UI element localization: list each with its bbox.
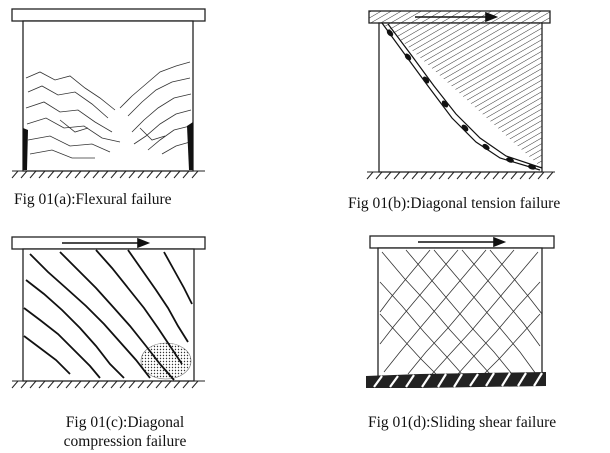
ground-hatch-tick [56,170,64,179]
ground-hatch-tick [65,170,73,179]
ground-hatch-tick [438,171,446,180]
figure-b-diagonal-tension-failure: Fig 01(b):Diagonal tension failure [300,0,610,225]
ground-hatch [11,170,205,179]
ground-hatch-tick [11,170,19,179]
ground-hatch-tick [492,171,500,180]
caption-c-line-1: Fig 01(c):Diagonal [65,414,185,431]
figure-d-sliding-shear-failure: Fig 01(d):Sliding shear failure [300,228,610,453]
ground-hatch-tick [119,380,127,389]
wall-panel [377,247,543,379]
ground-hatch-tick [474,171,482,180]
caption-d: Fig 01(d):Sliding shear failure [368,414,557,431]
ground-hatch-tick [411,171,419,180]
top-beam [11,8,206,22]
ground-hatch-tick [465,171,473,180]
ground-hatch-tick [119,170,127,179]
crack-blocks [386,29,536,170]
load-arrow [62,237,151,249]
ground-hatch-tick [128,380,136,389]
diagonal-compression-cracks [23,249,193,381]
ground-hatch [366,171,555,180]
ground-hatch-tick [537,171,545,180]
ground-hatch-tick [528,171,536,180]
ground-hatch-tick [20,170,28,179]
ground-hatch-tick [92,170,100,179]
figure-a-diagram [11,8,206,179]
ground-hatch-tick [74,170,82,179]
ground-hatch-tick [110,170,118,179]
ground-hatch-tick [164,170,172,179]
ground-hatch-tick [402,171,410,180]
ground-hatch-tick [146,380,154,389]
crushing-zone [140,342,192,380]
ground-hatch-tick [546,171,554,180]
ground-hatch-tick [501,171,509,180]
ground-hatch-tick [47,380,55,389]
ground-hatch-tick [384,171,392,180]
ground-hatch-tick [137,170,145,179]
figure-d-diagram [366,235,555,388]
ground-hatch-tick [146,170,154,179]
ground-hatch-tick [56,380,64,389]
ground-hatch-tick [173,170,181,179]
ground-hatch-tick [191,380,199,389]
ground-hatch-tick [38,170,46,179]
ground-hatch-tick [510,171,518,180]
ground-hatch-tick [483,171,491,180]
caption-b: Fig 01(b):Diagonal tension failure [348,195,561,212]
ground-hatch-tick [456,171,464,180]
load-arrow [415,11,499,23]
ground-hatch-tick [11,380,19,389]
ground-hatch-tick [182,380,190,389]
figure-b-diagram [366,10,555,180]
wall-panel [22,20,194,172]
ground-hatch-tick [393,171,401,180]
figure-a-flexural-failure: Fig 01(a):Flexural failure [0,0,300,225]
flexural-cracks [25,61,192,159]
ground-hatch-tick [83,380,91,389]
ground-hatch-tick [182,170,190,179]
ground-hatch-tick [38,380,46,389]
ground-hatch-tick [65,380,73,389]
hatched-failure-wedge [382,23,542,168]
figure-c-diagram [11,236,206,389]
ground-hatch-tick [74,380,82,389]
figure-c-diagonal-compression-failure: Fig 01(c):Diagonal compression failure [0,228,300,453]
ground-hatch-tick [155,170,163,179]
ground-hatch [11,380,205,389]
ground-hatch-tick [519,171,527,180]
sliding-plane [366,372,546,388]
ground-hatch-tick [83,170,91,179]
ground-hatch-tick [447,171,455,180]
caption-a: Fig 01(a):Flexural failure [14,191,172,208]
ground-hatch-tick [375,171,383,180]
ground-hatch-tick [29,170,37,179]
ground-hatch-tick [173,380,181,389]
ground-hatch-tick [101,380,109,389]
ground-hatch-tick [366,171,374,180]
ground-hatch-tick [29,380,37,389]
ground-hatch-tick [164,380,172,389]
ground-hatch-tick [155,380,163,389]
ground-hatch-tick [20,380,28,389]
caption-c-line-2: compression failure [63,433,187,450]
crushing-zones [23,122,193,170]
ground-hatch-tick [101,170,109,179]
ground-hatch-tick [191,170,199,179]
caption-c: Fig 01(c):Diagonal compression failure [55,413,195,451]
ground-hatch-tick [137,380,145,389]
ground-hatch-tick [429,171,437,180]
ground-hatch-tick [420,171,428,180]
x-shear-cracks [379,249,543,375]
ground-hatch-tick [47,170,55,179]
ground-hatch-tick [128,170,136,179]
load-arrow [418,236,507,248]
ground-hatch-tick [110,380,118,389]
ground-hatch-tick [92,380,100,389]
